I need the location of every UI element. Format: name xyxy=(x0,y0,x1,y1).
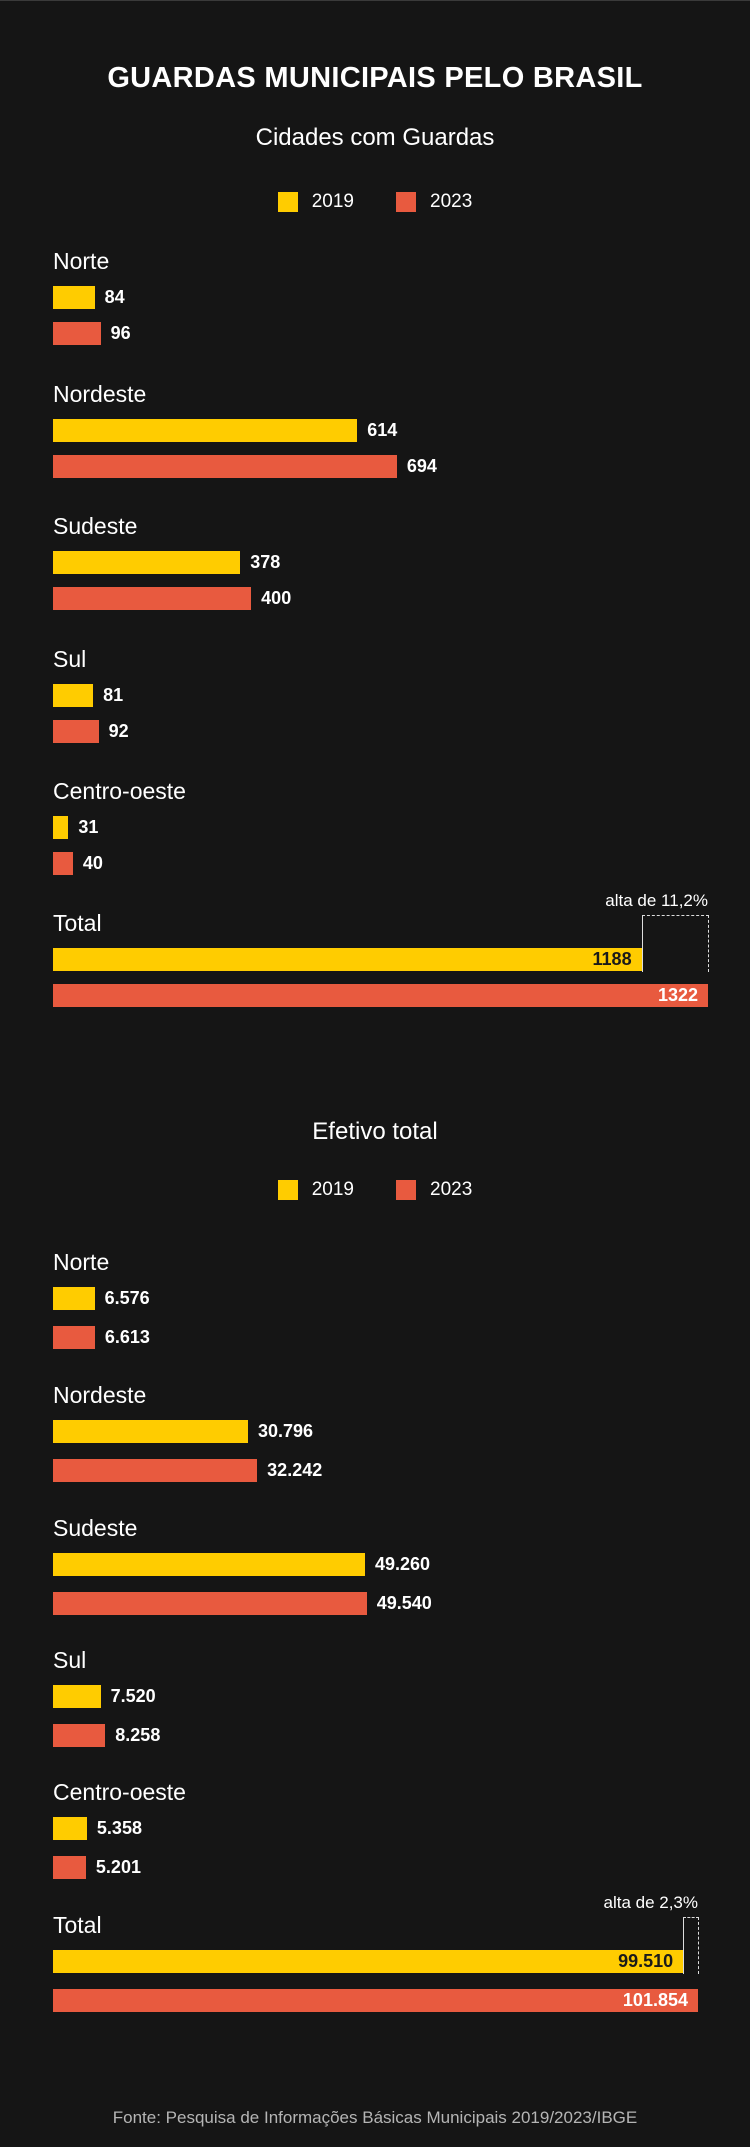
region-label-sul: Sul xyxy=(53,646,87,672)
bar-centro-oeste-2019 xyxy=(53,816,69,839)
legend-label-2019: 2019 xyxy=(311,1179,354,1200)
bar-sul-2019 xyxy=(53,684,94,707)
legend-swatch-2023 xyxy=(396,192,416,212)
increase-annotation: alta de 2,3% xyxy=(603,1893,698,1912)
region-label-total: Total xyxy=(53,1912,102,1938)
value-label-centro-oeste-2019: 31 xyxy=(78,817,99,837)
value-label-sul-2019: 7.520 xyxy=(110,1686,156,1706)
bar-centro-oeste-2023 xyxy=(53,1856,86,1879)
chart-2-title: Efetivo total xyxy=(312,1118,438,1145)
value-label-sudeste-2019: 49.260 xyxy=(374,1554,430,1574)
value-label-centro-oeste-2023: 5.201 xyxy=(95,1857,141,1877)
increase-bracket xyxy=(683,1917,699,1974)
region-label-centro-oeste: Centro-oeste xyxy=(53,778,186,804)
bar-sul-2023 xyxy=(53,1724,106,1747)
bar-total-2023 xyxy=(53,1989,698,2012)
legend-item-2019: 2019 xyxy=(277,1179,354,1201)
region-label-sul: Sul xyxy=(53,1647,87,1673)
value-label-norte-2019: 6.576 xyxy=(104,1288,150,1308)
region-label-sudeste: Sudeste xyxy=(53,513,138,539)
legend-swatch-2023 xyxy=(396,1180,416,1200)
bar-nordeste-2019 xyxy=(53,419,358,442)
value-label-nordeste-2019: 30.796 xyxy=(258,1421,314,1441)
bar-sudeste-2019 xyxy=(53,551,241,574)
page-title: GUARDAS MUNICIPAIS PELO BRASIL xyxy=(107,62,643,94)
chart-1-legend: 2019 2023 xyxy=(0,190,750,214)
bar-norte-2019 xyxy=(53,286,95,309)
bar-total-2023 xyxy=(53,984,708,1007)
bar-nordeste-2023 xyxy=(53,1459,258,1482)
value-label-sul-2019: 81 xyxy=(103,685,124,705)
region-label-centro-oeste: Centro-oeste xyxy=(53,1779,186,1805)
value-label-sudeste-2023: 400 xyxy=(261,588,292,608)
bar-sudeste-2023 xyxy=(53,587,252,610)
legend-label-2023: 2023 xyxy=(430,1179,473,1200)
legend-item-2023: 2023 xyxy=(396,191,472,213)
value-label-sul-2023: 92 xyxy=(108,721,129,741)
bar-sul-2023 xyxy=(53,720,99,743)
value-label-total-2023: 1322 xyxy=(657,985,698,1005)
value-label-nordeste-2023: 694 xyxy=(406,456,437,476)
bar-sudeste-2019 xyxy=(53,1553,365,1576)
region-label-sudeste: Sudeste xyxy=(53,1515,138,1541)
legend-swatch-2019 xyxy=(277,1180,298,1200)
value-label-sudeste-2019: 378 xyxy=(250,552,281,572)
value-label-sudeste-2023: 49.540 xyxy=(376,1593,432,1613)
bar-norte-2023 xyxy=(53,322,101,345)
value-label-centro-oeste-2019: 5.358 xyxy=(96,1818,142,1838)
legend-item-2019: 2019 xyxy=(277,191,354,213)
bar-norte-2023 xyxy=(53,1326,95,1349)
chart-2-legend: 2019 2023 xyxy=(0,1178,750,1202)
value-label-centro-oeste-2023: 40 xyxy=(82,853,103,873)
bar-total-2019 xyxy=(53,1950,684,1973)
value-label-sul-2023: 8.258 xyxy=(115,1725,161,1745)
region-label-total: Total xyxy=(53,910,102,936)
increase-annotation: alta de 11,2% xyxy=(605,891,708,910)
bar-nordeste-2019 xyxy=(53,1420,249,1443)
bar-nordeste-2023 xyxy=(53,455,397,478)
value-label-norte-2023: 96 xyxy=(110,323,131,343)
region-label-nordeste: Nordeste xyxy=(53,381,147,407)
increase-bracket xyxy=(641,915,709,972)
bar-norte-2019 xyxy=(53,1287,95,1310)
value-label-nordeste-2023: 32.242 xyxy=(267,1460,323,1480)
bar-centro-oeste-2023 xyxy=(53,852,73,875)
legend-swatch-2019 xyxy=(277,192,298,212)
value-label-norte-2019: 84 xyxy=(104,287,125,307)
value-label-total-2023: 101.854 xyxy=(622,1990,688,2010)
bar-sul-2019 xyxy=(53,1685,101,1708)
value-label-nordeste-2019: 614 xyxy=(367,420,398,440)
value-label-total-2019: 99.510 xyxy=(618,1951,674,1971)
source-note: Fonte: Pesquisa de Informações Básicas M… xyxy=(112,2108,638,2127)
region-label-norte: Norte xyxy=(53,1249,110,1275)
legend-label-2019: 2019 xyxy=(311,191,354,212)
bar-centro-oeste-2019 xyxy=(53,1817,87,1840)
region-label-norte: Norte xyxy=(53,248,110,274)
chart-1-title: Cidades com Guardas xyxy=(255,124,495,151)
top-border-line xyxy=(0,0,750,1)
bar-sudeste-2023 xyxy=(53,1592,367,1615)
value-label-total-2019: 1188 xyxy=(592,949,632,969)
legend-item-2023: 2023 xyxy=(396,1179,472,1201)
legend-label-2023: 2023 xyxy=(430,191,473,212)
bar-total-2019 xyxy=(53,948,642,971)
region-label-nordeste: Nordeste xyxy=(53,1382,147,1408)
value-label-norte-2023: 6.613 xyxy=(104,1327,150,1347)
